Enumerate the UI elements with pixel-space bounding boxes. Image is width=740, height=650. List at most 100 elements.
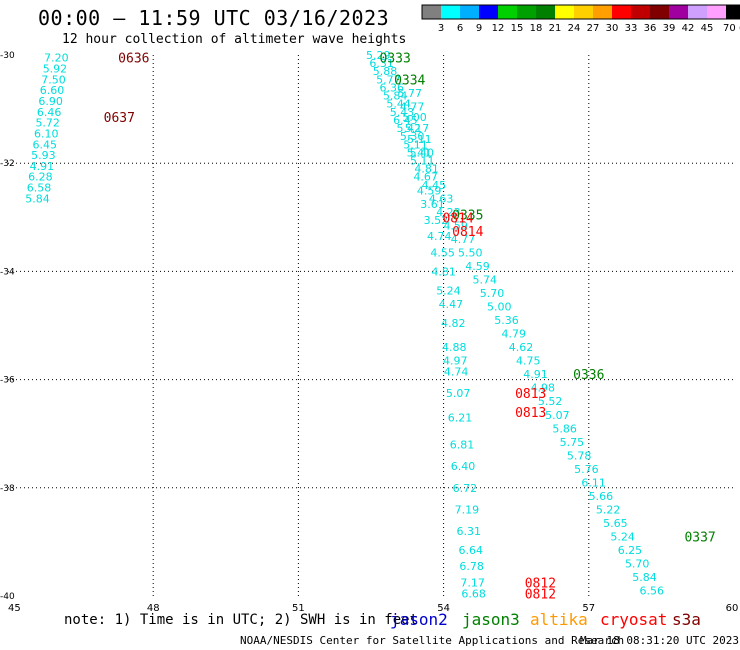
swh-value: 4.82 bbox=[441, 317, 466, 330]
swh-value: 5.07 bbox=[446, 387, 471, 400]
colorbar-swatch bbox=[612, 5, 631, 19]
swh-value: 4.81 bbox=[431, 265, 456, 278]
swh-value: 5.41 bbox=[407, 146, 432, 159]
swh-value: 6.21 bbox=[448, 411, 473, 424]
colorbar-tick-label: 39 bbox=[663, 23, 676, 34]
swh-value: 5.77 bbox=[397, 87, 422, 100]
swh-value: 5.40 bbox=[410, 146, 435, 159]
legend-cryosat: cryosat bbox=[600, 610, 668, 629]
pass-time-label: 0335 bbox=[452, 209, 483, 224]
swh-value: 7.50 bbox=[41, 73, 66, 86]
colorbar-tick-label: 3 bbox=[438, 23, 444, 34]
swh-value: 5.30 bbox=[400, 130, 425, 143]
swh-value: 5.84 bbox=[25, 192, 50, 205]
swh-value: 5.77 bbox=[376, 73, 401, 86]
swh-value: 6.31 bbox=[369, 57, 394, 70]
swh-value: 5.24 bbox=[436, 284, 461, 297]
colorbar-tick-label: 15 bbox=[511, 23, 524, 34]
colorbar-tick-label: 18 bbox=[530, 23, 543, 34]
swh-value: 4.75 bbox=[516, 355, 541, 368]
colorbar-swatch bbox=[460, 5, 479, 19]
swh-value: 4.79 bbox=[502, 328, 527, 341]
x-tick-label: 45 bbox=[8, 603, 21, 612]
generated-timestamp: Mar 18 08:31:20 UTC 2023 bbox=[580, 634, 739, 647]
colorbar-tick-label: 9 bbox=[476, 23, 482, 34]
pass-time-label: 0336 bbox=[573, 368, 604, 383]
swh-value: 5.86 bbox=[552, 422, 577, 435]
colorbar-swatch bbox=[517, 5, 536, 19]
swh-value: 6.46 bbox=[37, 106, 62, 119]
swh-value: 5.24 bbox=[610, 530, 635, 543]
pass-time-label: 0636 bbox=[118, 52, 149, 67]
swh-value: 5.78 bbox=[567, 449, 592, 462]
colorbar-tick-label: 24 bbox=[568, 23, 581, 34]
swh-value: 4.88 bbox=[442, 341, 467, 354]
swh-value: 4.77 bbox=[400, 100, 425, 113]
swh-value: 5.11 bbox=[410, 154, 435, 167]
legend-jason2: jason2 bbox=[390, 610, 448, 629]
colorbar-tick-label: 36 bbox=[644, 23, 657, 34]
swh-value: 5.50 bbox=[458, 246, 483, 259]
swh-value: 4.74 bbox=[427, 230, 452, 243]
x-tick-label: 51 bbox=[292, 603, 305, 612]
x-tick-label: 57 bbox=[582, 603, 595, 612]
swh-value: 6.45 bbox=[393, 114, 418, 127]
colorbar-swatch bbox=[707, 5, 726, 19]
swh-value: 6.60 bbox=[40, 84, 65, 97]
units-note: note: 1) Time is in UTC; 2) SWH is in fe… bbox=[64, 612, 419, 628]
swh-value: 5.88 bbox=[373, 65, 398, 78]
y-tick-label: -36 bbox=[0, 376, 15, 386]
swh-value: 6.78 bbox=[459, 560, 484, 573]
colorbar-swatch bbox=[593, 5, 612, 19]
swh-value: 4.98 bbox=[531, 382, 556, 395]
colorbar-swatch bbox=[631, 5, 650, 19]
swh-value: 7.19 bbox=[455, 503, 480, 516]
colorbar-swatch bbox=[422, 5, 441, 19]
swh-value: 5.93 bbox=[31, 149, 56, 162]
swh-value: 3.61 bbox=[420, 198, 445, 211]
swh-value: 4.62 bbox=[509, 341, 534, 354]
colorbar-swatch bbox=[650, 5, 669, 19]
swh-value: 6.40 bbox=[451, 460, 476, 473]
colorbar-tick-label: 21 bbox=[549, 23, 562, 34]
swh-value: 5.44 bbox=[386, 98, 411, 111]
swh-value: 5.65 bbox=[603, 517, 628, 530]
swh-value: 6.45 bbox=[33, 138, 58, 151]
altimeter-map: 45 48 51 54 57 60-30-32-34-36-38-407.205.927.… bbox=[0, 49, 738, 612]
colorbar-swatch bbox=[669, 5, 688, 19]
x-tick-label: 54 bbox=[437, 603, 450, 612]
swh-value: 4.47 bbox=[439, 298, 464, 311]
map-subtitle: 12 hour collection of altimeter wave hei… bbox=[62, 32, 407, 47]
colorbar-swatch bbox=[536, 5, 555, 19]
pass-time-label: 0334 bbox=[394, 73, 425, 88]
colorbar-swatch bbox=[726, 5, 740, 19]
colorbar-swatch bbox=[555, 5, 574, 19]
swh-value: 6.10 bbox=[34, 127, 59, 140]
pass-time-label: 0814 bbox=[442, 211, 473, 226]
colorbar-tick-label: 30 bbox=[606, 23, 619, 34]
pass-time-label: 0333 bbox=[380, 52, 411, 67]
colorbar-tick-label: 42 bbox=[682, 23, 695, 34]
colorbar-swatch bbox=[688, 5, 707, 19]
y-tick-label: -40 bbox=[0, 592, 15, 602]
swh-value: 6.28 bbox=[28, 171, 53, 184]
swh-value: 5.11 bbox=[403, 138, 428, 151]
legend-jason3: jason3 bbox=[462, 610, 520, 629]
swh-value: 5.00 bbox=[487, 301, 512, 314]
swh-value: 5.72 bbox=[35, 117, 60, 130]
swh-value: 4.77 bbox=[451, 233, 476, 246]
swh-value: 5.76 bbox=[574, 463, 599, 476]
pass-time-label: 0813 bbox=[515, 406, 546, 421]
pass-time-label: 0814 bbox=[452, 225, 483, 240]
swh-value: 4.55 bbox=[430, 246, 455, 259]
swh-value: 5.52 bbox=[538, 395, 563, 408]
swh-value: 6.68 bbox=[461, 587, 486, 600]
swh-value: 4.91 bbox=[523, 368, 548, 381]
colorbar-tick-label: 12 bbox=[492, 23, 505, 34]
swh-value: 4.45 bbox=[422, 179, 447, 192]
swh-value: 4.59 bbox=[465, 260, 490, 273]
colorbar-tick-label: 33 bbox=[625, 23, 638, 34]
swh-value: 7.20 bbox=[44, 52, 69, 65]
pass-time-label: 0813 bbox=[515, 387, 546, 402]
